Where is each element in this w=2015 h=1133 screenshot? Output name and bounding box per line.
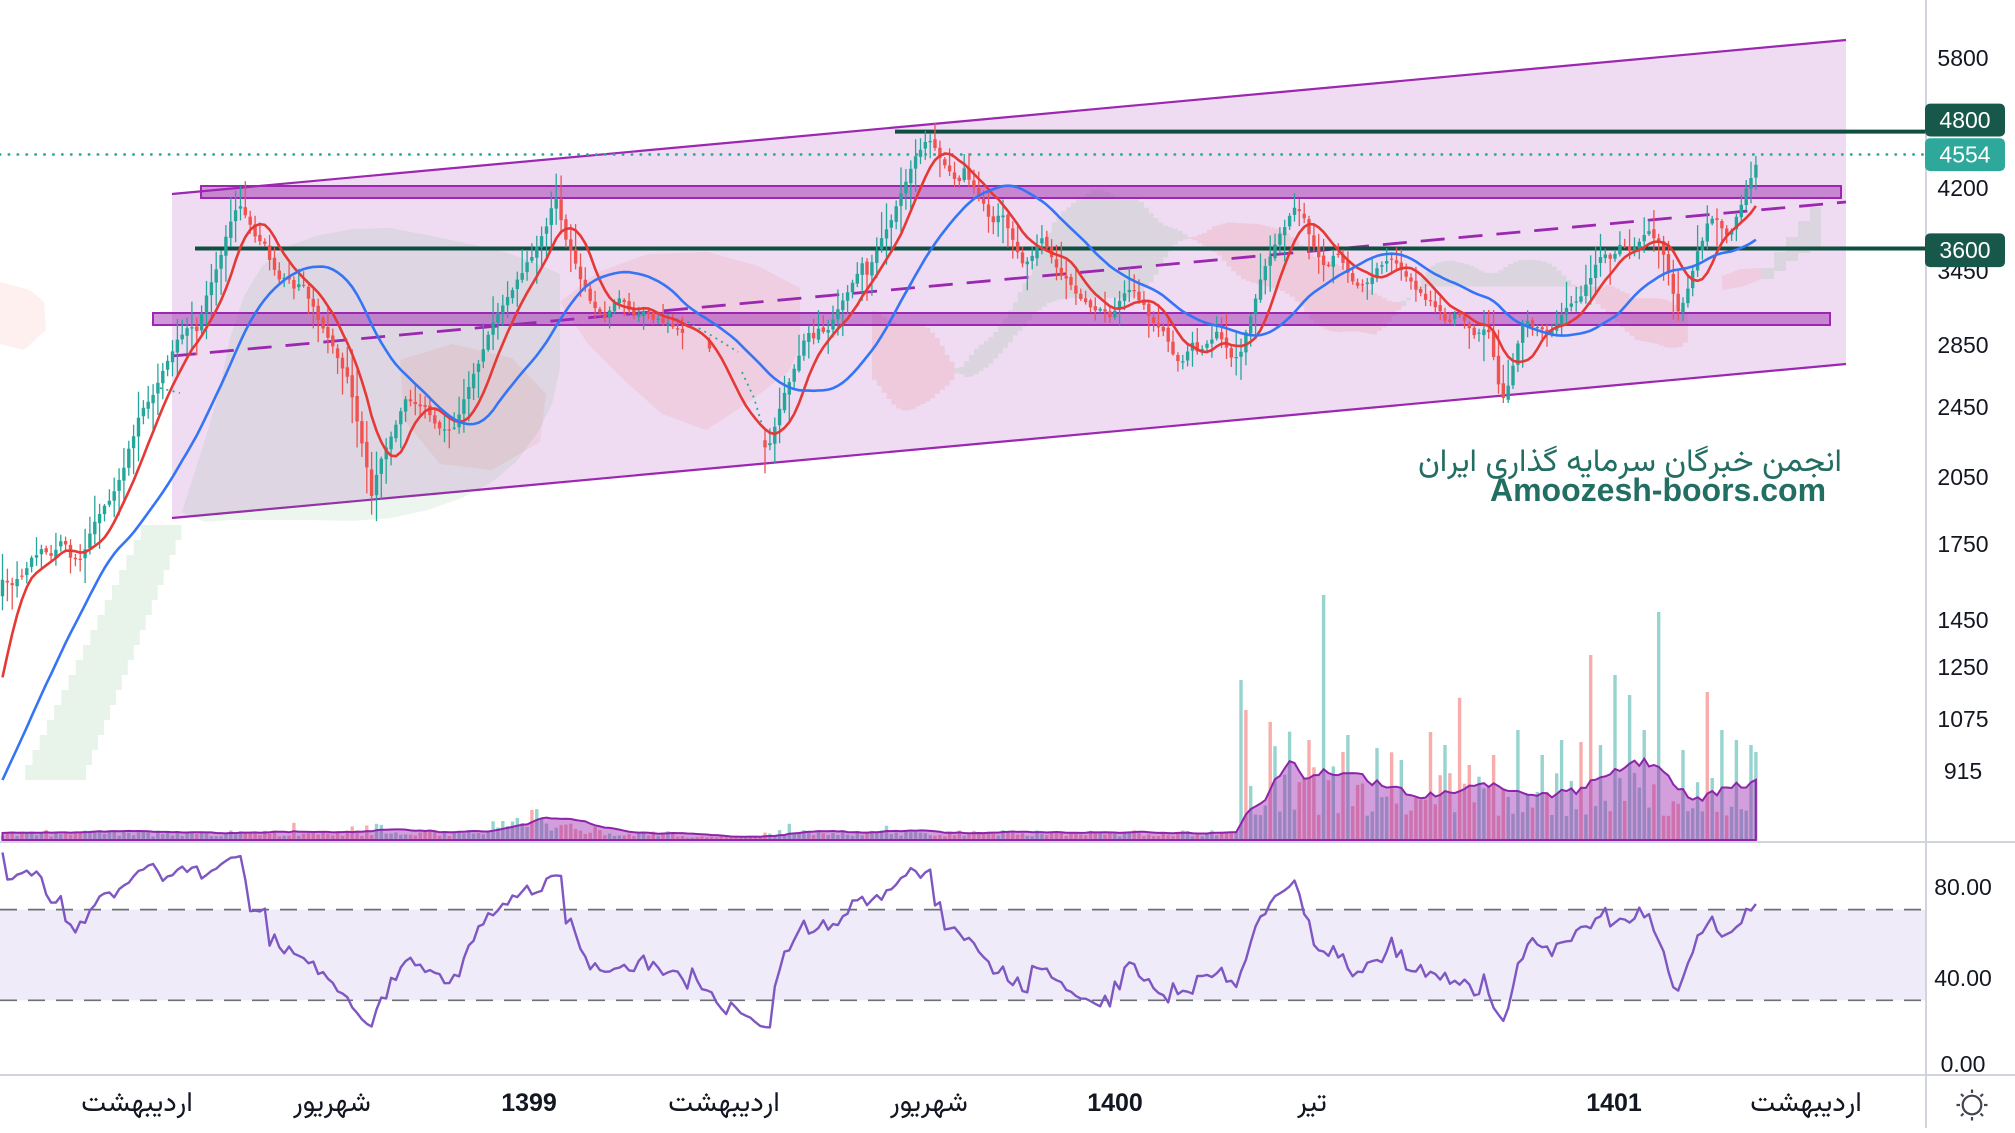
- svg-text:2850: 2850: [1937, 332, 1988, 358]
- svg-text:4554: 4554: [1939, 142, 1990, 168]
- svg-text:80.00: 80.00: [1934, 874, 1992, 900]
- svg-text:2050: 2050: [1937, 464, 1988, 490]
- svg-text:40.00: 40.00: [1934, 965, 1992, 991]
- svg-text:1450: 1450: [1937, 607, 1988, 633]
- svg-text:2450: 2450: [1937, 394, 1988, 420]
- svg-text:1401: 1401: [1586, 1089, 1642, 1117]
- svg-text:915: 915: [1944, 758, 1982, 784]
- svg-text:1250: 1250: [1937, 654, 1988, 680]
- svg-text:1399: 1399: [501, 1089, 557, 1117]
- svg-text:4200: 4200: [1937, 175, 1988, 201]
- svg-text:4800: 4800: [1939, 107, 1990, 133]
- svg-text:1075: 1075: [1937, 706, 1988, 732]
- svg-text:1750: 1750: [1937, 531, 1988, 557]
- svg-text:5800: 5800: [1937, 45, 1988, 71]
- svg-text:Amoozesh-boors.com: Amoozesh-boors.com: [1490, 472, 1826, 508]
- svg-text:1400: 1400: [1087, 1089, 1143, 1117]
- svg-text:3600: 3600: [1939, 237, 1990, 263]
- svg-text:0.00: 0.00: [1941, 1051, 1986, 1077]
